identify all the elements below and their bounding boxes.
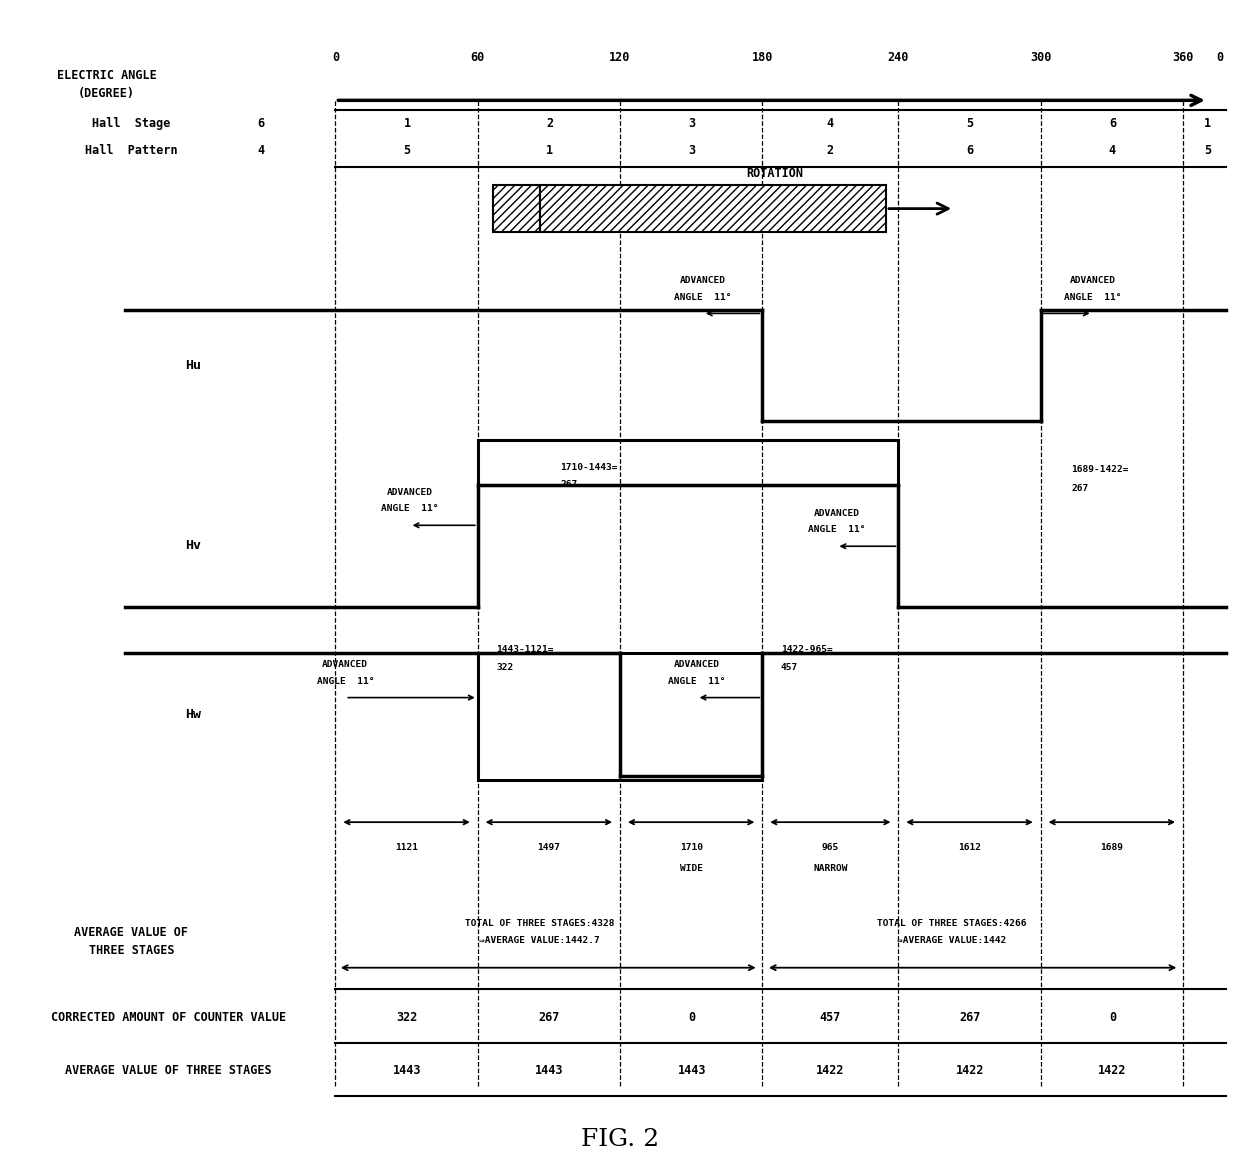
Text: 457: 457 — [781, 663, 799, 672]
Text: 0: 0 — [1216, 51, 1224, 64]
Text: FIG. 2: FIG. 2 — [580, 1128, 660, 1152]
Text: 5: 5 — [966, 117, 973, 131]
Text: DIRECTION: DIRECTION — [743, 190, 807, 203]
Text: 1: 1 — [546, 144, 553, 156]
Text: ADVANCED: ADVANCED — [322, 661, 368, 670]
Text: 120: 120 — [609, 51, 631, 64]
Text: ANGLE  11°: ANGLE 11° — [675, 293, 732, 301]
Text: 1422: 1422 — [956, 1063, 985, 1077]
Text: 0: 0 — [1109, 1012, 1116, 1025]
Text: 4: 4 — [827, 117, 833, 131]
Text: 1443: 1443 — [536, 1063, 564, 1077]
Text: ELECTRIC ANGLE: ELECTRIC ANGLE — [57, 69, 156, 83]
Text: ANGLE  11°: ANGLE 11° — [381, 504, 439, 513]
Text: 1710-1443=: 1710-1443= — [560, 462, 618, 471]
Text: AVERAGE VALUE OF: AVERAGE VALUE OF — [74, 927, 188, 939]
Text: CORRECTED AMOUNT OF COUNTER VALUE: CORRECTED AMOUNT OF COUNTER VALUE — [51, 1012, 286, 1025]
Text: ⇒AVERAGE VALUE:1442: ⇒AVERAGE VALUE:1442 — [897, 936, 1006, 945]
Text: ADVANCED: ADVANCED — [673, 661, 719, 670]
Text: (DEGREE): (DEGREE) — [78, 86, 135, 100]
Text: ADVANCED: ADVANCED — [813, 509, 859, 518]
Text: 267: 267 — [560, 480, 578, 489]
Text: ⇒AVERAGE VALUE:1442.7: ⇒AVERAGE VALUE:1442.7 — [479, 936, 600, 945]
Text: TOTAL OF THREE STAGES:4328: TOTAL OF THREE STAGES:4328 — [465, 918, 614, 928]
Text: 322: 322 — [397, 1012, 418, 1025]
Text: ANGLE  11°: ANGLE 11° — [316, 677, 374, 686]
Text: 1689-1422=: 1689-1422= — [1071, 464, 1130, 474]
Text: 1422: 1422 — [1099, 1063, 1127, 1077]
Text: AVERAGE VALUE OF THREE STAGES: AVERAGE VALUE OF THREE STAGES — [66, 1063, 272, 1077]
Text: 1443-1121=: 1443-1121= — [496, 645, 554, 655]
Text: Hw: Hw — [185, 708, 201, 721]
Text: 2: 2 — [827, 144, 833, 156]
Text: Hall  Pattern: Hall Pattern — [86, 144, 177, 156]
Text: 0: 0 — [688, 1012, 696, 1025]
Text: 0: 0 — [332, 51, 339, 64]
Text: ANGLE  11°: ANGLE 11° — [668, 677, 725, 686]
Text: 1: 1 — [404, 117, 410, 131]
Text: Hu: Hu — [185, 358, 201, 372]
Text: 4: 4 — [1109, 144, 1116, 156]
Text: THREE STAGES: THREE STAGES — [88, 944, 174, 957]
Bar — [477, 654, 763, 781]
Text: 5: 5 — [404, 144, 410, 156]
Text: 1689: 1689 — [1100, 844, 1123, 852]
Text: ANGLE  11°: ANGLE 11° — [807, 525, 866, 534]
Text: 360: 360 — [1172, 51, 1194, 64]
Text: 5: 5 — [1204, 144, 1211, 156]
Text: 3: 3 — [688, 144, 696, 156]
Text: 267: 267 — [539, 1012, 560, 1025]
Text: ADVANCED: ADVANCED — [1070, 277, 1116, 285]
Text: 1422-965=: 1422-965= — [781, 645, 832, 655]
Text: 3: 3 — [688, 117, 696, 131]
Text: NARROW: NARROW — [813, 865, 848, 873]
Text: ADVANCED: ADVANCED — [680, 277, 725, 285]
Text: 240: 240 — [888, 51, 909, 64]
Text: WIDE: WIDE — [680, 865, 703, 873]
Text: 267: 267 — [960, 1012, 981, 1025]
Text: 60: 60 — [471, 51, 485, 64]
Text: 1497: 1497 — [537, 844, 560, 852]
Text: 457: 457 — [820, 1012, 841, 1025]
Text: 1121: 1121 — [396, 844, 418, 852]
Text: ROTATION: ROTATION — [746, 167, 804, 180]
Bar — [492, 186, 539, 232]
Text: 267: 267 — [1071, 483, 1089, 492]
Text: 4: 4 — [258, 144, 265, 156]
Text: ANGLE  11°: ANGLE 11° — [1064, 293, 1121, 301]
Text: 300: 300 — [1030, 51, 1052, 64]
Text: 1: 1 — [1204, 117, 1211, 131]
Text: 6: 6 — [258, 117, 265, 131]
Text: 1710: 1710 — [680, 844, 703, 852]
Text: 1422: 1422 — [816, 1063, 844, 1077]
Text: 1612: 1612 — [959, 844, 981, 852]
Text: 180: 180 — [751, 51, 773, 64]
Text: TOTAL OF THREE STAGES:4266: TOTAL OF THREE STAGES:4266 — [877, 918, 1027, 928]
Text: 6: 6 — [1109, 117, 1116, 131]
Bar — [477, 440, 898, 484]
Text: 1443: 1443 — [677, 1063, 706, 1077]
Text: 322: 322 — [496, 663, 513, 672]
Text: 2: 2 — [546, 117, 553, 131]
Text: Hv: Hv — [185, 539, 201, 552]
Text: 1443: 1443 — [393, 1063, 422, 1077]
Bar — [539, 186, 887, 232]
Text: 965: 965 — [822, 844, 839, 852]
Text: 6: 6 — [966, 144, 973, 156]
Text: Hall  Stage: Hall Stage — [92, 117, 170, 131]
Text: ADVANCED: ADVANCED — [387, 488, 433, 497]
